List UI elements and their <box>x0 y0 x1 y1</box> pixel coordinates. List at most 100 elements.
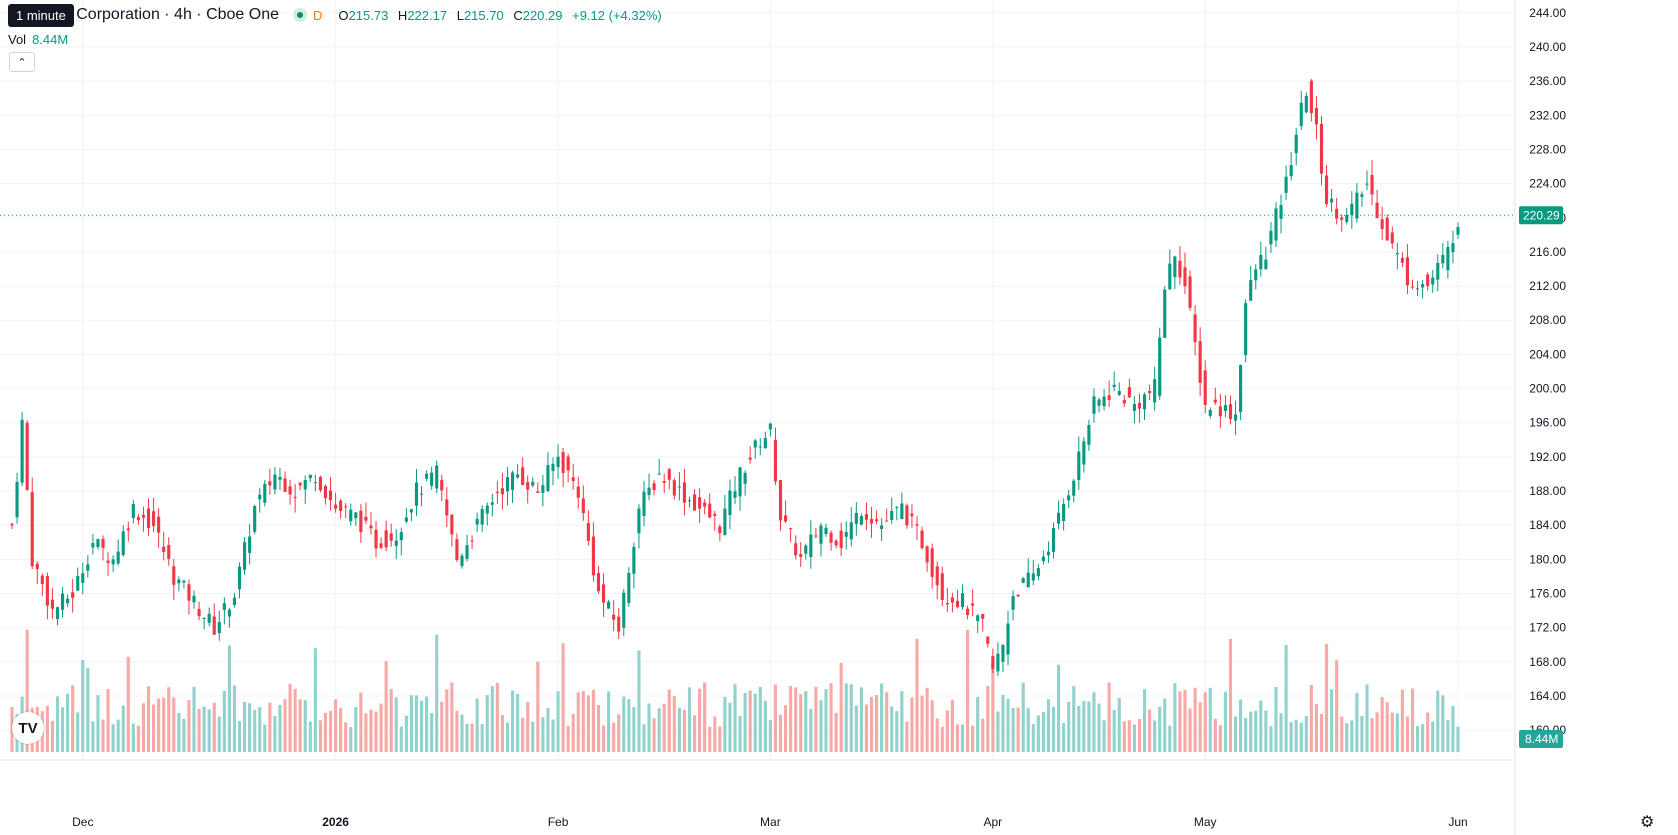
candle-body <box>1153 379 1157 403</box>
volume-bar <box>182 718 186 752</box>
volume-bar <box>566 725 570 752</box>
candle-body <box>991 656 995 669</box>
volume-bar <box>1178 691 1182 752</box>
candle-body <box>66 598 70 604</box>
candle-body <box>915 524 919 526</box>
candle-body <box>136 516 140 521</box>
volume-bar <box>1077 705 1081 752</box>
volume-bar <box>167 687 171 752</box>
volume-bar <box>925 687 929 752</box>
volume-bar <box>1228 638 1233 752</box>
volume-bar <box>1415 726 1420 752</box>
volume-bar <box>278 704 282 752</box>
candle-body <box>1077 451 1081 481</box>
volume-bar <box>298 699 302 752</box>
candle-body <box>672 480 676 496</box>
candle-body <box>596 572 601 592</box>
candle-body <box>718 526 722 534</box>
candle-body <box>1421 283 1425 288</box>
candle-body <box>460 555 464 567</box>
candle-body <box>339 500 343 511</box>
volume-bar <box>389 689 393 752</box>
candle-body <box>1446 246 1450 271</box>
candle-body <box>157 516 161 533</box>
volume-bar <box>1244 717 1248 752</box>
candle-body <box>106 560 110 563</box>
volume-bar <box>76 712 80 752</box>
volume-bar <box>243 701 247 752</box>
volume-bar <box>930 700 934 752</box>
volume-bar <box>581 691 585 752</box>
volume-bar <box>1360 715 1364 752</box>
market-status-icon[interactable] <box>293 8 308 22</box>
volume-bar <box>425 696 429 752</box>
volume-bar <box>1365 684 1369 752</box>
collapse-legend-button[interactable]: ⌃ <box>9 52 35 72</box>
volume-bar <box>652 718 656 752</box>
candle-body <box>1117 390 1121 395</box>
y-tick-label: 200.00 <box>1529 382 1566 396</box>
candle-body <box>1314 107 1319 125</box>
candle-body <box>1046 551 1051 556</box>
volume-bar <box>607 691 611 752</box>
volume-bar <box>728 702 732 752</box>
volume-bar <box>1067 701 1071 752</box>
time-axis: Dec 2026 Feb Mar Apr May Jun <box>72 815 1468 829</box>
volume-bar <box>596 705 601 752</box>
volume-bar <box>526 702 530 752</box>
volume-bar <box>126 656 130 752</box>
volume-bar <box>986 685 990 752</box>
candle-body <box>404 517 408 522</box>
change-value: +9.12 (+4.32%) <box>572 7 662 23</box>
volume-bar <box>1446 720 1450 752</box>
volume-bar <box>1218 725 1222 752</box>
volume-bar <box>440 701 444 752</box>
volume-bar <box>1112 710 1116 752</box>
volume-bar <box>763 700 767 752</box>
symbol-title[interactable]: A Corporation · 4h · Cboe One <box>62 6 280 23</box>
candle-body <box>723 508 727 535</box>
volume-bar <box>50 720 55 752</box>
candle-body <box>682 482 687 503</box>
candle-body <box>248 536 252 554</box>
candle-body <box>243 542 247 570</box>
candle-body <box>1051 527 1056 552</box>
candle-body <box>763 438 767 449</box>
candle-body <box>1415 288 1420 290</box>
tradingview-logo-icon[interactable]: TV <box>12 712 44 744</box>
symbol-legend[interactable]: A Corporation · 4h · Cboe One D O215.73 … <box>8 6 668 24</box>
candle-body <box>794 543 798 556</box>
volume-bar <box>339 708 343 752</box>
candle-body <box>778 479 783 521</box>
candle-body <box>895 507 899 509</box>
volume-bar <box>799 694 803 752</box>
candle-body <box>364 516 368 521</box>
volume-bar <box>490 686 494 752</box>
candle-body <box>379 543 383 548</box>
volume-bar <box>151 704 156 752</box>
candle-body <box>131 504 135 519</box>
candle-body <box>30 492 34 567</box>
candle-body <box>1158 337 1162 396</box>
volume-bar <box>1233 716 1238 752</box>
candle-body <box>516 474 520 478</box>
candle-body <box>1006 623 1010 655</box>
candle-body <box>1001 644 1005 662</box>
interval-tag[interactable]: D <box>313 7 323 23</box>
volume-bar <box>1340 716 1344 752</box>
candle-body <box>617 616 621 632</box>
candle-body <box>1011 596 1015 610</box>
volume-bar <box>430 712 434 752</box>
candle-body <box>950 597 954 603</box>
volume-bar <box>591 689 596 752</box>
candle-body <box>1102 396 1106 407</box>
candle-body <box>490 502 494 505</box>
volume-bar <box>1041 712 1045 752</box>
volume-bar <box>905 721 909 752</box>
volume-legend[interactable]: Vol 8.44M <box>8 32 68 47</box>
gear-icon[interactable]: ⚙ <box>1640 814 1655 831</box>
volume-bar <box>794 687 798 752</box>
volume-bar <box>536 661 540 752</box>
candle-body <box>677 486 681 488</box>
